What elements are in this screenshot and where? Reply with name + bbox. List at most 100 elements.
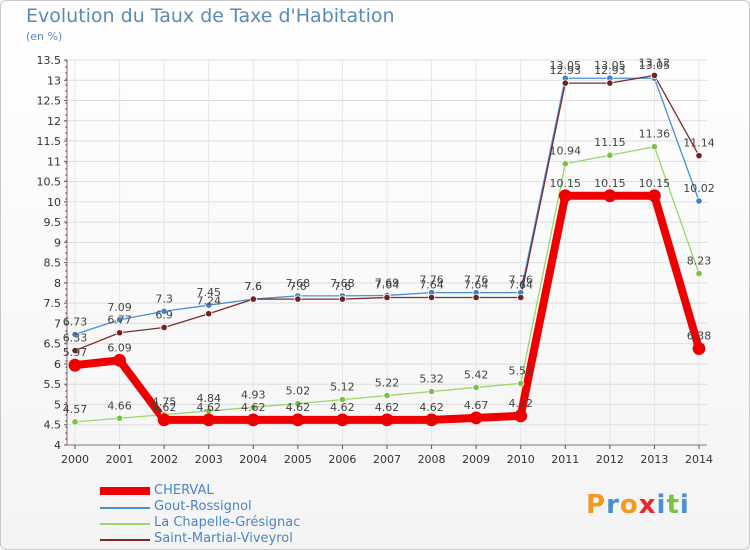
data-label-la-chapelle-gresignac: 11.36 xyxy=(639,128,671,141)
data-label-la-chapelle-gresignac: 4.66 xyxy=(107,399,132,412)
y-tick-label: 5.5 xyxy=(44,378,62,391)
data-point-saint-martial-viveyrol xyxy=(561,79,569,87)
y-tick-label: 12.5 xyxy=(37,95,62,108)
data-label-cherval: 4.67 xyxy=(464,399,489,412)
logo-letter: r xyxy=(606,490,620,520)
y-tick-label: 8.5 xyxy=(44,257,62,270)
x-tick-label: 2006 xyxy=(328,453,356,466)
data-point-saint-martial-viveyrol xyxy=(294,295,302,303)
data-label-gout-rossignol: 13.05 xyxy=(550,59,582,72)
data-label-la-chapelle-gresignac: 8.23 xyxy=(687,255,712,268)
data-label-gout-rossignol: 7.69 xyxy=(375,276,400,289)
data-label-cherval: 6.09 xyxy=(107,341,132,354)
legend-swatch-saint-martial-viveyrol xyxy=(100,539,150,541)
data-label-saint-martial-viveyrol: 7.6 xyxy=(245,280,263,293)
y-tick-label: 7 xyxy=(54,317,61,330)
data-label-cherval: 6.38 xyxy=(687,330,712,343)
data-point-gout-rossignol xyxy=(695,197,703,205)
data-point-la-chapelle-gresignac xyxy=(606,151,614,159)
chart-title: Evolution du Taux de Taxe d'Habitation xyxy=(26,5,395,27)
legend-label-cherval: CHERVAL xyxy=(154,483,214,498)
logo-letter: i xyxy=(656,490,667,520)
legend-swatch-gout-rossignol xyxy=(100,507,150,509)
y-tick-label: 11 xyxy=(47,155,61,168)
data-label-cherval: 4.62 xyxy=(152,401,177,414)
data-label-la-chapelle-gresignac: 10.94 xyxy=(550,145,582,158)
data-point-cherval xyxy=(291,413,305,427)
y-tick-label: 4 xyxy=(54,439,61,452)
data-point-cherval xyxy=(425,413,438,427)
data-label-saint-martial-viveyrol: 12.93 xyxy=(594,64,626,77)
data-point-cherval xyxy=(202,413,216,427)
data-label-saint-martial-viveyrol: 6.9 xyxy=(155,308,173,321)
x-tick-label: 2014 xyxy=(685,453,713,466)
data-label-cherval: 4.62 xyxy=(241,401,266,414)
data-point-la-chapelle-gresignac xyxy=(294,400,302,408)
data-label-gout-rossignol: 7.68 xyxy=(286,277,311,290)
data-label-la-chapelle-gresignac: 5.42 xyxy=(464,368,489,381)
data-label-gout-rossignol: 7.68 xyxy=(330,277,355,290)
data-point-gout-rossignol xyxy=(205,301,213,309)
data-point-la-chapelle-gresignac xyxy=(695,269,703,278)
data-point-cherval xyxy=(558,189,572,203)
data-label-saint-martial-viveyrol: 6.33 xyxy=(63,332,88,345)
legend-item-saint-martial-viveyrol: Saint-Martial-Viveyrol xyxy=(100,531,400,548)
data-point-saint-martial-viveyrol xyxy=(472,293,480,302)
x-tick-label: 2003 xyxy=(195,453,223,466)
y-tick-label: 11.5 xyxy=(37,135,62,148)
line-chart: 4 4.5 5 5.5 6 6.5 7 7.5 8 8.5 9 9.5 10 10.5 11 11.5 12 12… xyxy=(37,54,715,466)
unit-label: (en %) xyxy=(26,30,63,43)
data-label-saint-martial-viveyrol: 7.64 xyxy=(508,278,533,291)
data-label-gout-rossignol: 7.76 xyxy=(419,274,444,287)
legend-label-saint-martial-viveyrol: Saint-Martial-Viveyrol xyxy=(154,531,293,546)
data-point-saint-martial-viveyrol xyxy=(249,295,257,303)
y-tick-label: 5 xyxy=(54,398,61,411)
data-label-la-chapelle-gresignac: 4.57 xyxy=(63,403,88,416)
x-tick-label: 2010 xyxy=(507,453,535,466)
data-label-gout-rossignol: 7.3 xyxy=(155,292,173,305)
y-tick-label: 9 xyxy=(54,236,61,249)
x-tick-label: 2001 xyxy=(106,453,134,466)
y-tick-label: 10.5 xyxy=(37,176,62,189)
data-point-cherval xyxy=(603,189,617,203)
legend: CHERVAL Gout-Rossignol La Chapelle-Grési… xyxy=(100,483,400,548)
data-label-la-chapelle-gresignac: 5.32 xyxy=(419,373,444,386)
data-point-la-chapelle-gresignac xyxy=(115,414,124,422)
data-label-gout-rossignol: 7.45 xyxy=(196,286,221,299)
data-point-la-chapelle-gresignac xyxy=(249,403,257,411)
y-tick-label: 13.5 xyxy=(37,54,62,67)
x-tick-label: 2004 xyxy=(239,453,267,466)
data-point-saint-martial-viveyrol xyxy=(650,71,659,80)
y-tick-label: 6.5 xyxy=(44,338,62,351)
data-label-gout-rossignol: 7.76 xyxy=(464,274,489,287)
data-point-gout-rossignol xyxy=(71,330,79,338)
legend-item-cherval: CHERVAL xyxy=(100,483,400,500)
data-point-la-chapelle-gresignac xyxy=(427,387,436,396)
data-label-cherval: 4.62 xyxy=(330,401,355,414)
data-label-cherval: 10.15 xyxy=(550,177,582,190)
y-tick-label: 4.5 xyxy=(44,419,62,432)
x-tick-label: 2008 xyxy=(418,453,446,466)
data-label-cherval: 4.62 xyxy=(196,401,221,414)
data-label-cherval: 10.15 xyxy=(639,177,671,190)
data-point-cherval xyxy=(692,342,706,355)
data-point-saint-martial-viveyrol xyxy=(71,346,79,355)
x-tick-label: 2009 xyxy=(462,453,490,466)
data-point-cherval xyxy=(648,189,661,203)
data-label-saint-martial-viveyrol: 12.93 xyxy=(550,64,582,77)
data-label-saint-martial-viveyrol: 7.64 xyxy=(375,278,400,291)
data-label-la-chapelle-gresignac: 5.02 xyxy=(286,385,311,398)
data-point-la-chapelle-gresignac xyxy=(338,396,347,404)
data-point-cherval xyxy=(469,411,483,425)
x-tick-label: 2000 xyxy=(61,453,89,466)
data-label-gout-rossignol: 6.73 xyxy=(63,315,88,328)
y-tick-label: 6 xyxy=(54,358,61,371)
data-point-saint-martial-viveyrol xyxy=(338,295,347,303)
legend-item-la-chapelle-gresignac: La Chapelle-Grésignac xyxy=(100,515,400,532)
legend-item-gout-rossignol: Gout-Rossignol xyxy=(100,499,400,516)
data-point-cherval xyxy=(514,409,528,423)
data-point-cherval xyxy=(157,413,171,427)
data-point-saint-martial-viveyrol xyxy=(695,152,703,160)
logo-letter: P xyxy=(586,490,607,520)
data-point-cherval xyxy=(336,413,349,427)
